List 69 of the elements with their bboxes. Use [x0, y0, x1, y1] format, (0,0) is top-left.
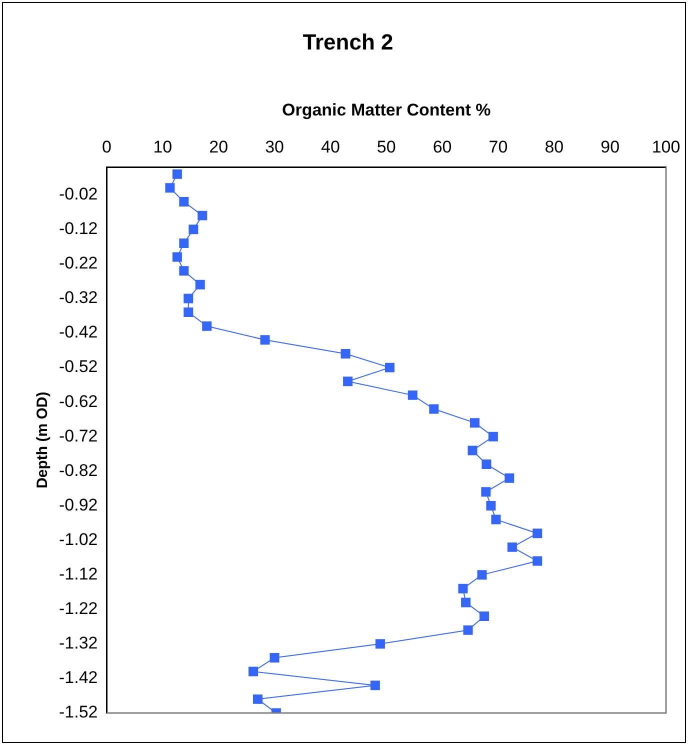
point: [165, 183, 175, 193]
point: [481, 487, 491, 497]
point: [260, 335, 270, 345]
point: [461, 598, 471, 608]
x-tick-label: 70: [488, 138, 508, 157]
point: [532, 556, 542, 566]
point: [488, 432, 498, 442]
point: [470, 418, 480, 428]
y-tick-label: -0.72: [59, 426, 98, 446]
x-axis-title: Organic Matter Content %: [282, 100, 491, 120]
point: [172, 169, 182, 179]
y-tick-label: -0.62: [59, 392, 98, 411]
point: [458, 584, 468, 594]
point: [532, 528, 542, 538]
point: [184, 308, 194, 318]
x-tick-label: 80: [544, 138, 564, 157]
point: [480, 612, 489, 622]
point: [253, 694, 262, 704]
x-tick-label: 30: [265, 138, 284, 157]
y-tick-label: -1.02: [59, 530, 98, 549]
y-tick-label: -0.32: [59, 288, 98, 308]
point: [463, 625, 473, 635]
x-tick-label: 50: [376, 138, 396, 157]
point: [408, 390, 418, 400]
x-tick-label: 60: [432, 138, 452, 157]
point: [370, 680, 380, 690]
chart-title: Trench 2: [302, 29, 394, 54]
point: [195, 280, 205, 290]
x-tick-label: 0: [102, 138, 112, 157]
y-tick-label: -1.12: [59, 564, 98, 584]
point: [188, 224, 198, 234]
point: [343, 376, 353, 386]
y-tick-label: -0.02: [59, 184, 98, 204]
point: [198, 210, 208, 220]
x-tick-label: 10: [153, 138, 172, 157]
point: [429, 404, 439, 414]
x-tick-label: 40: [320, 138, 340, 157]
point: [504, 473, 514, 483]
point: [179, 266, 189, 276]
point: [179, 197, 189, 206]
point: [482, 460, 492, 470]
y-tick-label: -1.22: [59, 599, 98, 618]
y-tick-label: -0.82: [59, 460, 98, 480]
point: [384, 362, 394, 372]
x-tick-label: 20: [209, 138, 228, 157]
y-axis-title: Depth (m OD): [34, 392, 52, 488]
point: [179, 238, 189, 248]
point: [468, 446, 478, 456]
y-tick-label: -1.52: [59, 702, 98, 722]
point: [507, 542, 517, 552]
point: [248, 666, 258, 676]
point: [184, 294, 194, 304]
y-tick-label: -0.52: [59, 357, 98, 376]
point: [202, 321, 212, 331]
point: [375, 639, 385, 649]
x-tick-label: 100: [652, 138, 680, 157]
y-tick-label: -0.12: [59, 219, 98, 238]
x-tick-label: 90: [600, 138, 620, 157]
y-tick-label: -1.42: [59, 668, 98, 688]
y-tick-label: -0.22: [59, 254, 98, 273]
point: [486, 500, 496, 510]
point: [491, 514, 501, 524]
point: [270, 652, 280, 662]
y-tick-label: -0.42: [59, 322, 98, 342]
point: [477, 570, 487, 580]
point: [172, 252, 182, 262]
y-tick-label: -1.32: [59, 634, 98, 653]
y-tick-label: -0.92: [59, 495, 98, 514]
point: [340, 348, 350, 358]
